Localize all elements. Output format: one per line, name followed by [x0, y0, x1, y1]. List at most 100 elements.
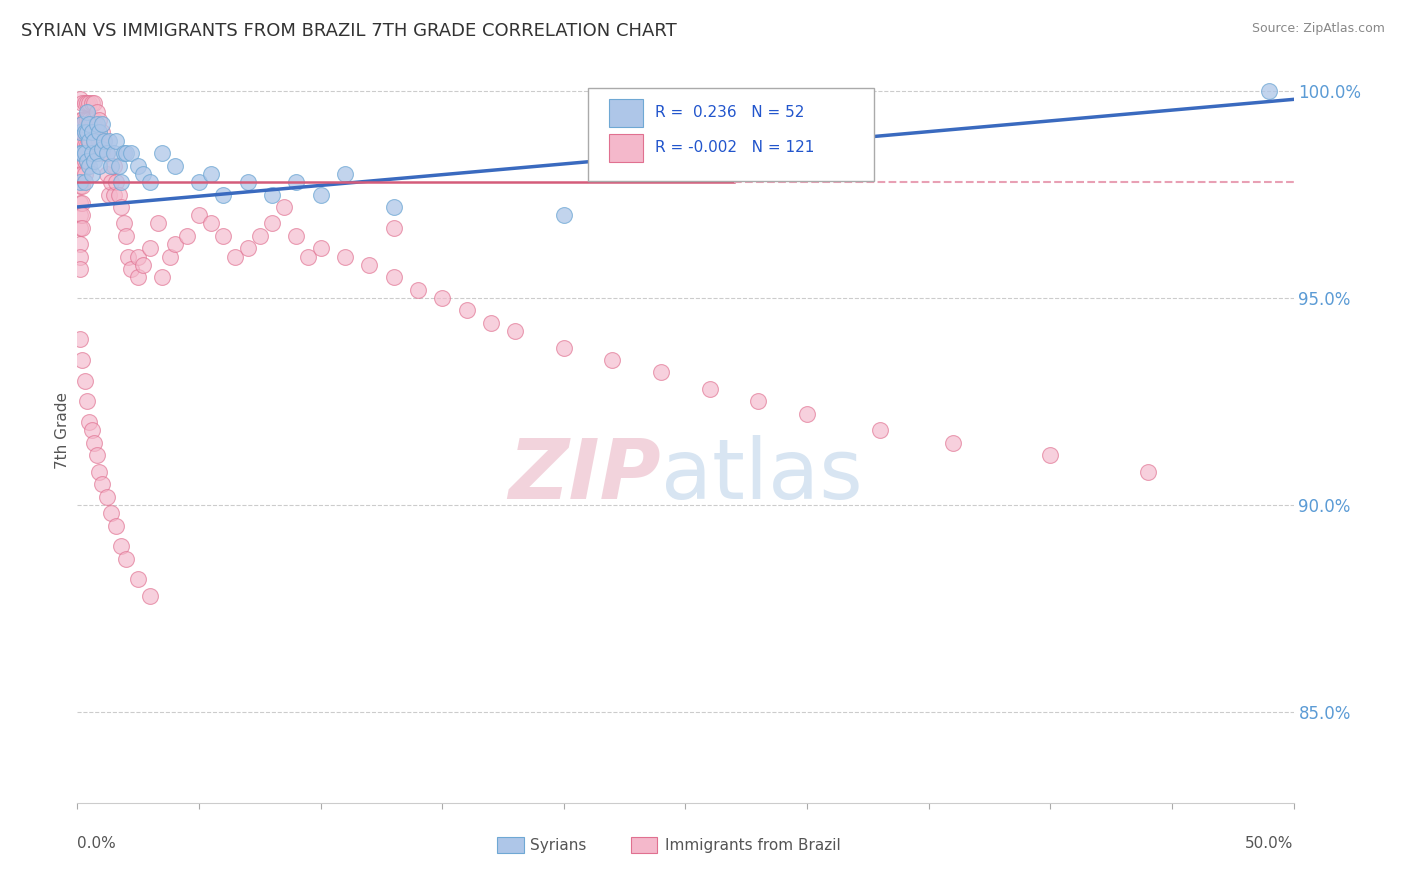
Point: [127, 270, 149, 285]
Point: [69, 167, 91, 181]
Point: [73, 374, 96, 388]
Bar: [609, 134, 643, 162]
Text: Source: ZipAtlas.com: Source: ZipAtlas.com: [1251, 22, 1385, 36]
Point: [80, 126, 103, 140]
Point: [152, 146, 174, 161]
Point: [73, 137, 96, 152]
Point: [69, 92, 91, 106]
Point: [90, 477, 112, 491]
Point: [70, 96, 93, 111]
Point: [69, 250, 91, 264]
Point: [105, 175, 128, 189]
Point: [93, 134, 115, 148]
Point: [115, 146, 138, 161]
Text: R = -0.002   N = 121: R = -0.002 N = 121: [655, 140, 814, 155]
Point: [333, 167, 356, 181]
Point: [260, 217, 283, 231]
Point: [1136, 465, 1159, 479]
Point: [79, 415, 101, 429]
Point: [73, 167, 96, 181]
Point: [76, 113, 98, 128]
Point: [93, 134, 115, 148]
Point: [76, 104, 98, 119]
Point: [79, 96, 101, 111]
Text: Syrians: Syrians: [530, 838, 586, 853]
Point: [163, 237, 186, 252]
Point: [80, 126, 103, 140]
Point: [79, 126, 101, 140]
Point: [80, 96, 103, 111]
Point: [70, 167, 93, 181]
Point: [86, 448, 108, 462]
Point: [503, 324, 526, 338]
Point: [76, 154, 98, 169]
Point: [69, 126, 91, 140]
Point: [132, 258, 155, 272]
Point: [80, 146, 103, 161]
Point: [69, 220, 91, 235]
Point: [200, 167, 222, 181]
Point: [120, 146, 142, 161]
Point: [260, 187, 283, 202]
Point: [69, 179, 91, 194]
Point: [73, 146, 96, 161]
Point: [127, 250, 149, 264]
Point: [86, 126, 108, 140]
Point: [83, 154, 105, 169]
Point: [176, 228, 198, 243]
Point: [139, 589, 162, 603]
Point: [456, 303, 478, 318]
Point: [79, 113, 101, 128]
Y-axis label: 7th Grade: 7th Grade: [55, 392, 70, 469]
Point: [76, 96, 98, 111]
Point: [309, 241, 332, 255]
Point: [69, 113, 91, 128]
Point: [107, 159, 129, 173]
Point: [89, 159, 111, 173]
Point: [188, 175, 211, 189]
Point: [120, 262, 142, 277]
Point: [69, 208, 91, 222]
Point: [96, 490, 118, 504]
Point: [70, 220, 93, 235]
Point: [103, 159, 125, 173]
Point: [1258, 84, 1281, 98]
Point: [869, 424, 891, 438]
Point: [90, 126, 112, 140]
Point: [83, 435, 105, 450]
Text: R =  0.236   N = 52: R = 0.236 N = 52: [655, 105, 804, 120]
Point: [86, 117, 108, 131]
Point: [188, 208, 211, 222]
Point: [110, 175, 132, 189]
Point: [479, 316, 502, 330]
Point: [69, 146, 91, 161]
Point: [200, 217, 222, 231]
Point: [76, 126, 98, 140]
Point: [83, 134, 105, 148]
Point: [97, 134, 120, 148]
Point: [76, 154, 98, 169]
Point: [285, 228, 308, 243]
Point: [285, 175, 308, 189]
Point: [73, 126, 96, 140]
Point: [699, 382, 721, 396]
Point: [297, 250, 319, 264]
Point: [100, 159, 122, 173]
Point: [309, 187, 332, 202]
Point: [86, 146, 108, 161]
Text: ZIP: ZIP: [509, 434, 661, 516]
Text: atlas: atlas: [661, 434, 863, 516]
Point: [112, 146, 135, 161]
FancyBboxPatch shape: [588, 87, 875, 181]
Point: [602, 353, 624, 368]
Point: [89, 126, 111, 140]
Point: [73, 96, 96, 111]
Point: [89, 134, 111, 148]
Point: [80, 113, 103, 128]
Point: [70, 208, 93, 222]
Point: [79, 137, 101, 152]
Point: [69, 195, 91, 210]
Bar: [631, 837, 658, 854]
Point: [103, 187, 125, 202]
Point: [112, 217, 135, 231]
